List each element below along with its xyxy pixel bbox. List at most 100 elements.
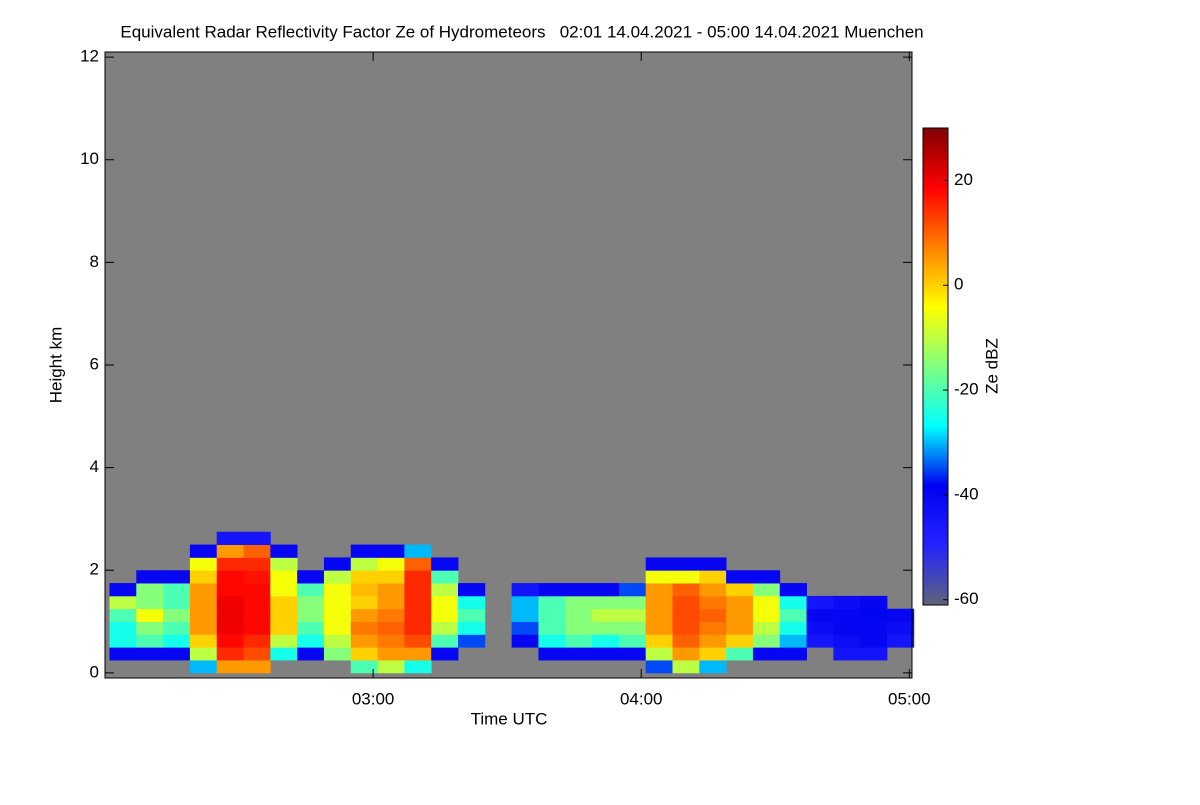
heatmap-cell [350, 544, 378, 558]
heatmap-cell [404, 544, 432, 558]
heatmap-cell [752, 608, 781, 622]
heatmap-cell [297, 583, 325, 597]
heatmap-cell [833, 634, 861, 648]
heatmap-cell [431, 608, 459, 622]
heatmap-cell [752, 634, 781, 648]
heatmap-cell [645, 595, 673, 610]
heatmap-cell [377, 570, 405, 584]
heatmap-cell [618, 647, 647, 661]
heatmap-cell [136, 608, 164, 622]
heatmap-cell [404, 621, 432, 635]
heatmap-cell [860, 595, 888, 610]
heatmap-cell [672, 621, 700, 635]
heatmap-cell [377, 583, 405, 597]
heatmap-cell [672, 583, 700, 597]
heatmap-cell [565, 621, 593, 635]
heatmap-cell [860, 634, 888, 648]
heatmap-cell [645, 660, 673, 674]
heatmap-cell [189, 647, 218, 661]
heatmap-cell [779, 621, 807, 635]
heatmap-cell [860, 608, 888, 622]
heatmap-cell [699, 660, 727, 674]
colorbar-label: Ze dBZ [982, 338, 1001, 394]
y-tick-label: 0 [90, 662, 99, 681]
heatmap-cell [511, 621, 539, 635]
heatmap-cell [806, 608, 834, 622]
heatmap-cell [243, 595, 271, 610]
heatmap-cell [216, 570, 244, 584]
heatmap-cell [618, 621, 647, 635]
heatmap-cell [431, 595, 459, 610]
heatmap-cell [189, 570, 218, 584]
heatmap-cell [163, 621, 191, 635]
y-tick-label: 10 [80, 149, 99, 168]
heatmap-cell [297, 621, 325, 635]
heatmap-cell [216, 621, 244, 635]
heatmap-cell [672, 570, 700, 584]
heatmap-cell [350, 583, 378, 597]
heatmap-cell [618, 634, 647, 648]
heatmap-cell [189, 634, 218, 648]
heatmap-cell [297, 647, 325, 661]
heatmap-cell [243, 531, 271, 545]
heatmap-cell [779, 634, 807, 648]
heatmap-cell [458, 621, 486, 635]
heatmap-cell [189, 660, 218, 674]
heatmap-cell [243, 660, 271, 674]
heatmap-cell [618, 608, 647, 622]
heatmap-cell [163, 608, 191, 622]
heatmap-cell [779, 608, 807, 622]
heatmap-cell [538, 621, 566, 635]
heatmap-cell [726, 595, 754, 610]
heatmap-cell [618, 583, 647, 597]
heatmap-cell [404, 647, 432, 661]
heatmap-cell [672, 647, 700, 661]
heatmap-cell [699, 557, 727, 571]
heatmap-cell [323, 634, 352, 648]
heatmap-cell [431, 647, 459, 661]
heatmap-cell [404, 595, 432, 610]
heatmap-cell [270, 634, 298, 648]
heatmap-cell [565, 583, 593, 597]
heatmap-cell [350, 595, 378, 610]
heatmap-cell [350, 647, 378, 661]
heatmap-cell [645, 608, 673, 622]
heatmap-cell [270, 647, 298, 661]
y-tick-label: 6 [90, 354, 99, 373]
x-tick-label: 03:00 [352, 689, 395, 708]
heatmap-cell [726, 608, 754, 622]
heatmap-cell [404, 660, 432, 674]
heatmap-cell [886, 634, 915, 648]
heatmap-cell [886, 608, 915, 622]
heatmap-cell [565, 608, 593, 622]
y-tick-label: 2 [90, 560, 99, 579]
heatmap-cell [163, 570, 191, 584]
heatmap-cell [189, 557, 218, 571]
heatmap-cell [323, 621, 352, 635]
heatmap-cell [699, 634, 727, 648]
heatmap-cell [752, 570, 781, 584]
heatmap-cell [136, 595, 164, 610]
heatmap-cell [886, 621, 915, 635]
heatmap-cell [699, 621, 727, 635]
heatmap-cell [672, 557, 700, 571]
heatmap-cell [458, 608, 486, 622]
heatmap-cell [136, 583, 164, 597]
heatmap-cell [243, 570, 271, 584]
colorbar-tick-label: 20 [954, 170, 973, 189]
heatmap-cell [431, 557, 459, 571]
heatmap-cell [645, 634, 673, 648]
heatmap-cell [377, 608, 405, 622]
heatmap-cell [350, 570, 378, 584]
x-axis-label: Time UTC [471, 709, 548, 728]
heatmap-cell [243, 557, 271, 571]
heatmap-cell [458, 595, 486, 610]
heatmap-cell [726, 583, 754, 597]
heatmap-cell [806, 621, 834, 635]
heatmap-cell [538, 634, 566, 648]
heatmap-cell [189, 544, 218, 558]
heatmap-cell [216, 583, 244, 597]
colorbar-tick-label: -60 [954, 589, 979, 608]
heatmap-cell [511, 583, 539, 597]
heatmap-cell [860, 647, 888, 661]
